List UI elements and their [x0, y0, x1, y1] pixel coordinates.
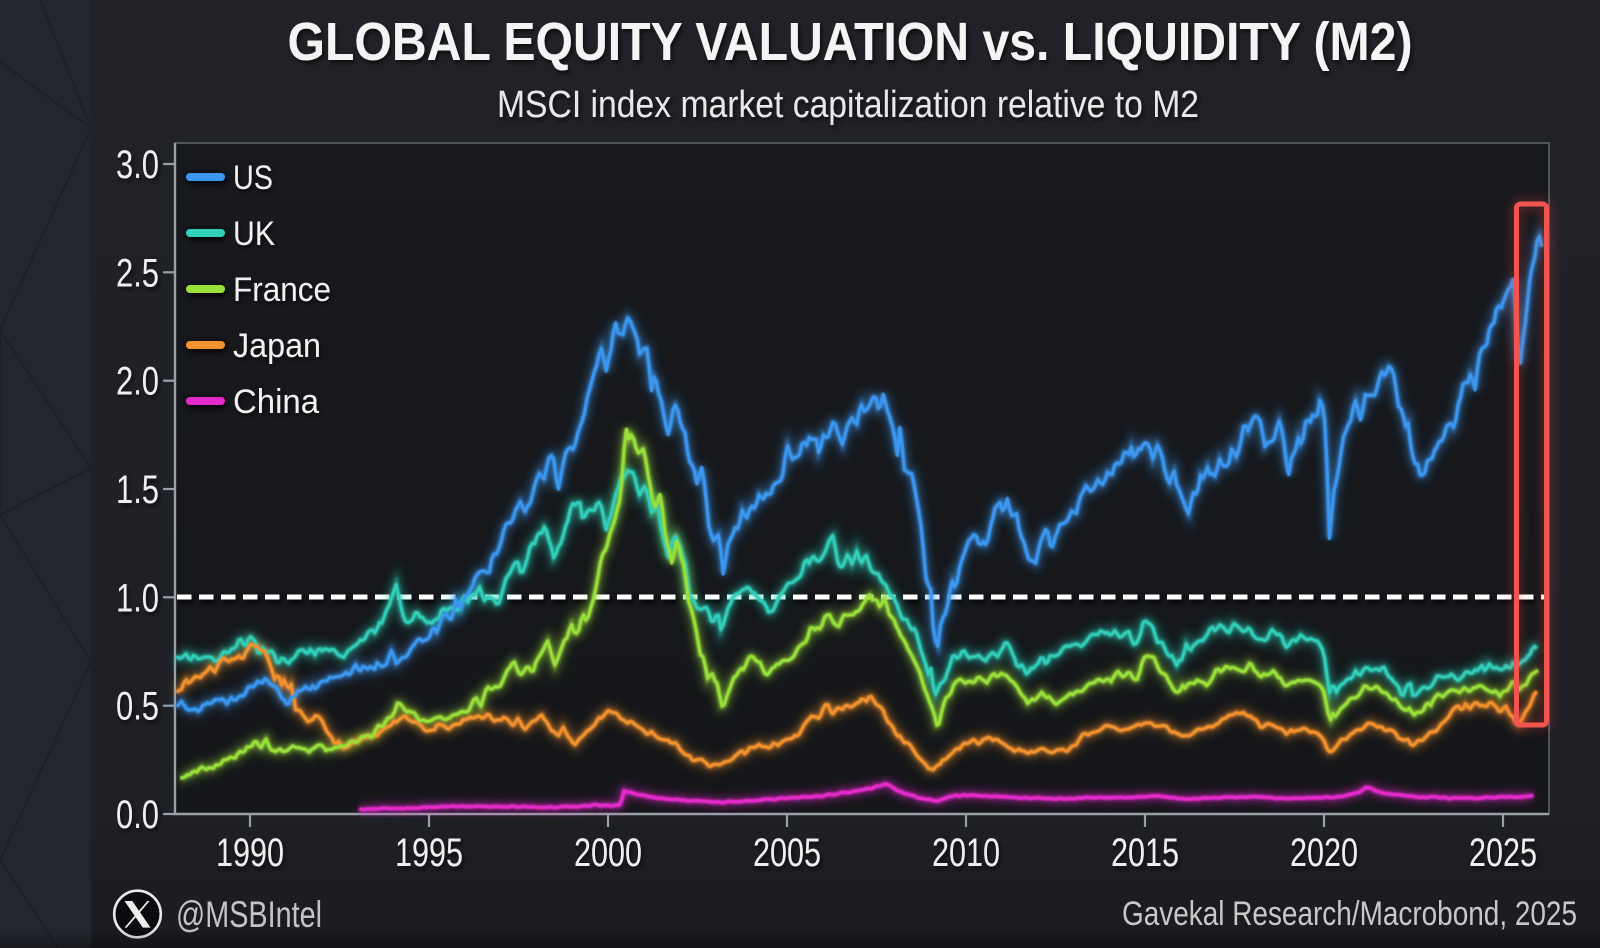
- svg-text:Japan: Japan: [233, 327, 321, 365]
- svg-text:2.0: 2.0: [116, 360, 159, 404]
- svg-text:1990: 1990: [216, 831, 284, 875]
- svg-text:US: US: [233, 159, 273, 197]
- svg-text:GLOBAL EQUITY VALUATION vs. LI: GLOBAL EQUITY VALUATION vs. LIQUIDITY (M…: [288, 12, 1413, 72]
- svg-text:UK: UK: [233, 215, 275, 253]
- svg-text:0.0: 0.0: [116, 793, 159, 837]
- svg-text:2010: 2010: [932, 831, 1000, 875]
- svg-text:1995: 1995: [395, 831, 463, 875]
- svg-text:1.0: 1.0: [116, 576, 159, 620]
- svg-text:2015: 2015: [1111, 831, 1179, 875]
- svg-text:2005: 2005: [753, 831, 821, 875]
- svg-text:China: China: [233, 383, 319, 421]
- svg-text:2025: 2025: [1469, 831, 1537, 875]
- svg-text:0.5: 0.5: [116, 685, 159, 729]
- svg-text:1.5: 1.5: [116, 468, 159, 512]
- svg-text:France: France: [233, 271, 331, 309]
- svg-text:3.0: 3.0: [116, 143, 159, 187]
- svg-text:Gavekal Research/Macrobond, 20: Gavekal Research/Macrobond, 2025: [1122, 895, 1577, 933]
- svg-text:2.5: 2.5: [116, 251, 159, 295]
- svg-text:MSCI index market capitalizati: MSCI index market capitalization relativ…: [497, 84, 1199, 126]
- svg-text:2000: 2000: [574, 831, 642, 875]
- svg-text:2020: 2020: [1290, 831, 1358, 875]
